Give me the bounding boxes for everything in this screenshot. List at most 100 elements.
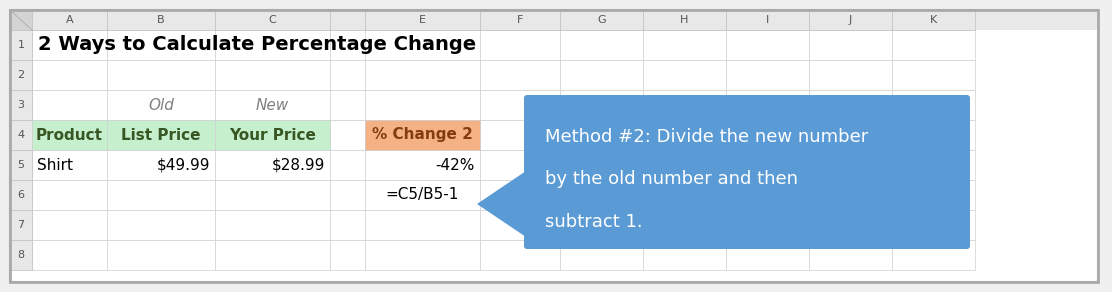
Bar [215, 120, 330, 150]
Bar [643, 30, 726, 60]
Bar [560, 120, 643, 150]
Bar [810, 210, 892, 240]
Bar [810, 180, 892, 210]
Bar [892, 60, 975, 90]
Bar [32, 90, 107, 120]
Bar [32, 210, 107, 240]
Text: K: K [930, 15, 937, 25]
Bar [892, 180, 975, 210]
Bar [480, 90, 560, 120]
Text: New: New [256, 98, 289, 112]
Bar [32, 30, 107, 60]
Bar [892, 210, 975, 240]
Text: C: C [269, 15, 277, 25]
Bar [726, 180, 810, 210]
Text: A: A [66, 15, 73, 25]
Bar [10, 60, 32, 90]
Bar [480, 210, 560, 240]
Text: Shirt: Shirt [37, 157, 73, 173]
Text: 4: 4 [18, 130, 24, 140]
Bar [480, 180, 560, 210]
Bar [330, 30, 365, 60]
Bar [560, 30, 643, 60]
Bar [107, 90, 215, 120]
Bar [810, 120, 892, 150]
Bar [810, 90, 892, 120]
Bar [330, 120, 365, 150]
Bar [726, 210, 810, 240]
Text: 7: 7 [18, 220, 24, 230]
Bar [892, 30, 975, 60]
Bar [32, 60, 107, 90]
Text: I: I [766, 15, 770, 25]
Bar [32, 240, 107, 270]
Bar [107, 180, 215, 210]
Text: 5: 5 [18, 160, 24, 170]
Text: Method #2: Divide the new number: Method #2: Divide the new number [545, 128, 868, 146]
Bar [330, 210, 365, 240]
Text: E: E [419, 15, 426, 25]
Bar [330, 180, 365, 210]
Bar [330, 240, 365, 270]
Bar [810, 150, 892, 180]
Bar [365, 240, 480, 270]
Bar [107, 120, 215, 150]
Bar [480, 60, 560, 90]
Bar [10, 120, 32, 150]
Bar [480, 240, 560, 270]
Bar [643, 120, 726, 150]
Bar [810, 10, 892, 30]
Bar [480, 150, 560, 180]
Bar [480, 120, 560, 150]
Bar [810, 60, 892, 90]
Bar [215, 240, 330, 270]
Text: List Price: List Price [121, 128, 201, 142]
Bar [330, 90, 365, 120]
Bar [10, 30, 32, 60]
Bar [726, 30, 810, 60]
Bar [726, 150, 810, 180]
Text: B: B [157, 15, 165, 25]
Bar [10, 210, 32, 240]
Bar [32, 180, 107, 210]
Bar [892, 150, 975, 180]
Bar [892, 240, 975, 270]
Bar [10, 180, 32, 210]
Bar [726, 60, 810, 90]
Text: 3: 3 [18, 100, 24, 110]
Bar [107, 60, 215, 90]
Bar [480, 10, 560, 30]
Bar [215, 10, 330, 30]
Bar [726, 240, 810, 270]
Bar [560, 180, 643, 210]
Bar [107, 150, 215, 180]
Text: 2 Ways to Calculate Percentage Change: 2 Ways to Calculate Percentage Change [38, 36, 476, 55]
Bar [215, 210, 330, 240]
Text: % Change 2: % Change 2 [373, 128, 473, 142]
Bar [10, 150, 32, 180]
Bar [107, 120, 215, 150]
Bar [107, 10, 215, 30]
Text: Old: Old [148, 98, 173, 112]
Text: -42%: -42% [436, 157, 475, 173]
Text: G: G [597, 15, 606, 25]
Text: $49.99: $49.99 [157, 157, 210, 173]
Bar [107, 240, 215, 270]
Bar [480, 30, 560, 60]
Bar [643, 150, 726, 180]
Bar [215, 150, 330, 180]
Bar [643, 240, 726, 270]
Bar [330, 150, 365, 180]
Text: 2: 2 [18, 70, 24, 80]
Bar [10, 240, 32, 270]
Bar [810, 240, 892, 270]
Text: 6: 6 [18, 190, 24, 200]
Bar [643, 90, 726, 120]
Bar [726, 90, 810, 120]
Text: =C5/B5-1: =C5/B5-1 [386, 187, 459, 202]
Bar [892, 90, 975, 120]
Bar [32, 150, 107, 180]
Bar [643, 10, 726, 30]
Bar [810, 30, 892, 60]
Bar [330, 10, 365, 30]
